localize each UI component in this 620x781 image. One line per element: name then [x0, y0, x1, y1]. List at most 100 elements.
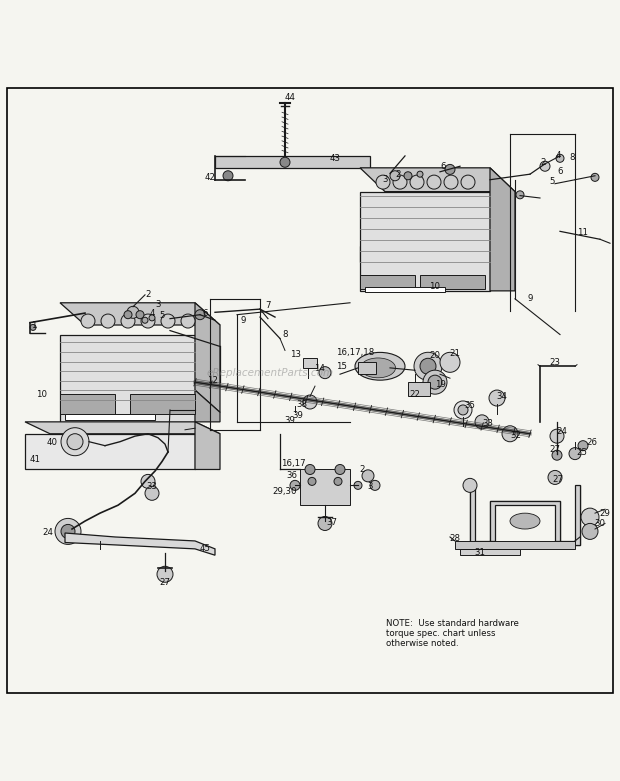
Text: 33: 33	[146, 483, 157, 491]
Circle shape	[319, 366, 331, 379]
Text: 42: 42	[205, 173, 216, 182]
Text: 2: 2	[540, 158, 546, 167]
Text: 12: 12	[208, 376, 218, 385]
Text: 41: 41	[30, 455, 40, 465]
Circle shape	[124, 311, 132, 319]
Polygon shape	[360, 168, 515, 191]
Circle shape	[410, 175, 424, 189]
Circle shape	[540, 161, 550, 171]
Circle shape	[127, 306, 139, 319]
Polygon shape	[65, 533, 215, 555]
Circle shape	[136, 311, 144, 319]
Bar	[408, 382, 430, 397]
Text: 39: 39	[285, 415, 296, 425]
Circle shape	[61, 428, 89, 455]
Text: 40: 40	[46, 438, 58, 447]
Circle shape	[445, 165, 455, 174]
Circle shape	[141, 474, 155, 488]
Bar	[360, 275, 415, 289]
Circle shape	[280, 157, 290, 167]
Text: 45: 45	[200, 544, 211, 554]
Circle shape	[556, 155, 564, 162]
Bar	[358, 362, 376, 374]
Text: 28: 28	[450, 534, 461, 543]
Text: 15: 15	[337, 362, 347, 371]
Text: 33: 33	[482, 419, 494, 428]
Circle shape	[67, 433, 83, 450]
Circle shape	[30, 324, 36, 330]
Text: 10: 10	[430, 283, 440, 291]
Polygon shape	[25, 433, 195, 469]
Text: 8: 8	[569, 153, 575, 162]
Text: 27: 27	[159, 578, 170, 587]
Bar	[130, 394, 195, 414]
Text: 6: 6	[202, 309, 208, 319]
Circle shape	[404, 172, 412, 180]
Text: eReplacementParts.com: eReplacementParts.com	[206, 368, 334, 378]
Text: 39: 39	[293, 411, 303, 420]
Text: 44: 44	[285, 94, 296, 102]
Circle shape	[578, 440, 588, 451]
Polygon shape	[195, 390, 220, 422]
Circle shape	[458, 405, 468, 415]
Circle shape	[61, 524, 75, 538]
Text: 23: 23	[549, 358, 560, 367]
Text: 29,30: 29,30	[273, 487, 297, 496]
Polygon shape	[195, 422, 220, 469]
Text: 37: 37	[327, 518, 337, 527]
Text: 5: 5	[549, 177, 555, 186]
Circle shape	[502, 426, 518, 442]
Circle shape	[142, 317, 148, 323]
Circle shape	[428, 375, 442, 389]
Bar	[420, 275, 485, 289]
Text: 16,17,18: 16,17,18	[336, 348, 374, 357]
Circle shape	[195, 310, 205, 319]
Text: 21: 21	[450, 349, 461, 358]
Text: 31: 31	[474, 547, 485, 557]
Circle shape	[305, 465, 315, 475]
Text: 2: 2	[359, 465, 365, 474]
Circle shape	[393, 175, 407, 189]
Text: 35: 35	[464, 401, 476, 411]
Bar	[65, 414, 155, 420]
Text: 3: 3	[383, 175, 388, 184]
Text: 19: 19	[435, 380, 445, 389]
Text: 3: 3	[367, 483, 373, 491]
Text: 26: 26	[587, 438, 598, 447]
Circle shape	[318, 516, 332, 530]
Bar	[210, 299, 260, 430]
Text: 14: 14	[314, 364, 326, 373]
Text: 6: 6	[440, 162, 446, 171]
Circle shape	[420, 358, 436, 374]
Circle shape	[591, 173, 599, 181]
Circle shape	[308, 477, 316, 486]
Circle shape	[550, 429, 564, 443]
Text: 13: 13	[291, 350, 301, 359]
Text: 9: 9	[528, 294, 533, 303]
Circle shape	[101, 314, 115, 328]
Text: 34: 34	[497, 392, 508, 401]
Circle shape	[334, 477, 342, 486]
Text: 32: 32	[510, 431, 521, 440]
Text: 9: 9	[241, 316, 246, 325]
Circle shape	[161, 314, 175, 328]
Circle shape	[461, 175, 475, 189]
Bar	[60, 394, 115, 414]
Circle shape	[55, 519, 81, 544]
Circle shape	[414, 352, 442, 380]
Circle shape	[141, 314, 155, 328]
Circle shape	[475, 415, 489, 429]
Circle shape	[335, 465, 345, 475]
Circle shape	[454, 401, 472, 419]
Circle shape	[489, 390, 505, 406]
Text: 24: 24	[43, 529, 53, 537]
Circle shape	[569, 448, 581, 459]
Circle shape	[417, 171, 423, 177]
Text: 6: 6	[557, 167, 563, 177]
Polygon shape	[470, 485, 580, 545]
Bar	[303, 358, 317, 368]
Polygon shape	[360, 191, 490, 291]
Circle shape	[548, 470, 562, 484]
Circle shape	[81, 314, 95, 328]
Polygon shape	[60, 334, 195, 422]
